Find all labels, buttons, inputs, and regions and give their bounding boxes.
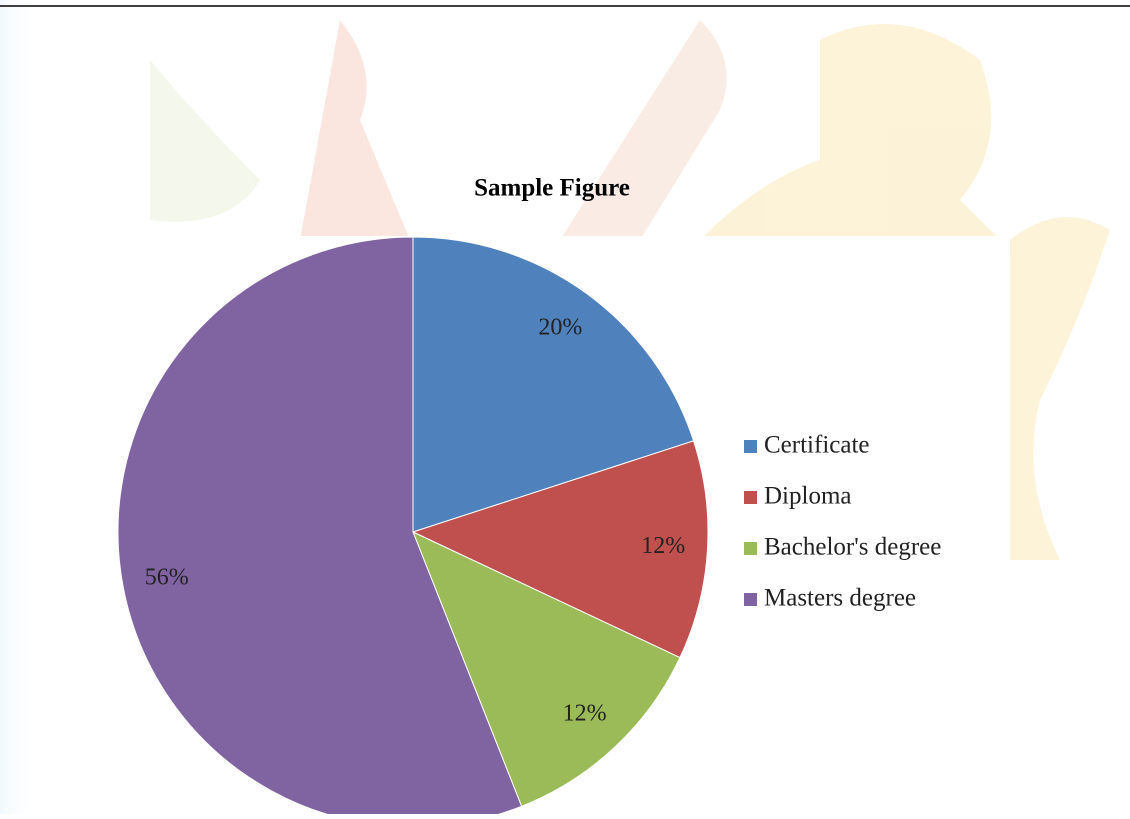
data-label: 20% bbox=[538, 315, 582, 341]
chart-title: Sample Figure bbox=[474, 175, 630, 202]
data-label: 12% bbox=[563, 700, 607, 726]
chart: Sample Figure 20% 12% 12% 56% Certificate Dip… bbox=[0, 0, 1130, 814]
legend-label: Certificate bbox=[764, 432, 870, 459]
data-label: 12% bbox=[641, 533, 685, 559]
legend-label: Bachelor's degree bbox=[764, 534, 941, 561]
page: {"chart_data": {"type": "pie", "title": … bbox=[0, 0, 1130, 814]
legend-swatch bbox=[744, 440, 757, 453]
legend-swatch bbox=[744, 491, 757, 504]
data-label: 56% bbox=[145, 564, 189, 590]
legend-label: Masters degree bbox=[764, 585, 916, 612]
legend-swatch bbox=[744, 593, 757, 606]
legend-swatch bbox=[744, 542, 757, 555]
legend-label: Diploma bbox=[764, 483, 852, 510]
